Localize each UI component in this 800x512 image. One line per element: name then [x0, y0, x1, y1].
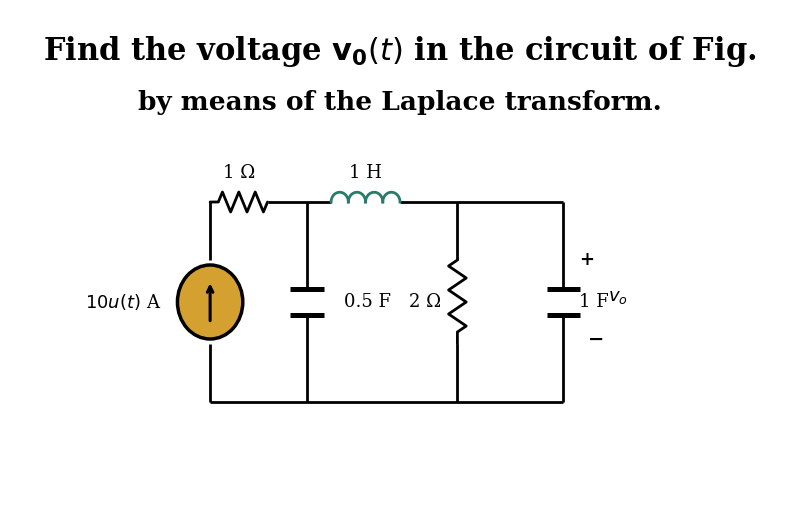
Text: $10u(t)$ A: $10u(t)$ A	[86, 292, 162, 312]
Text: +: +	[579, 251, 594, 269]
Text: by means of the Laplace transform.: by means of the Laplace transform.	[138, 90, 662, 115]
Circle shape	[178, 265, 242, 339]
Text: −: −	[588, 331, 605, 349]
Text: 1 H: 1 H	[349, 164, 382, 182]
Text: 0.5 F: 0.5 F	[344, 293, 391, 311]
Text: 2 Ω: 2 Ω	[410, 293, 442, 311]
Text: 1 F: 1 F	[579, 293, 609, 311]
Text: Find the voltage $\mathbf{v_0}$$(t)$ in the circuit of Fig.: Find the voltage $\mathbf{v_0}$$(t)$ in …	[43, 34, 757, 69]
Text: 1 Ω: 1 Ω	[222, 164, 255, 182]
Text: $v_o$: $v_o$	[607, 288, 627, 306]
